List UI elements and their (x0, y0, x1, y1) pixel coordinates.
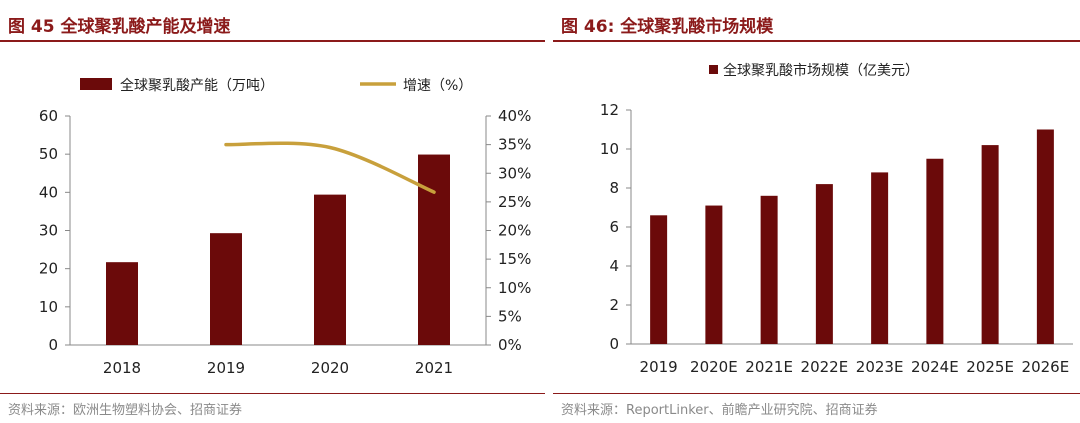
x-tick-label: 2022E (801, 358, 849, 376)
legend-label-bar: 全球聚乳酸产能（万吨） (120, 77, 274, 94)
source-rule (553, 393, 1080, 394)
x-tick-label: 2020 (311, 359, 349, 377)
figure-title: 图 45 全球聚乳酸产能及增速 (8, 17, 231, 37)
growth-line (224, 141, 436, 194)
y2-tick-label: 10% (498, 279, 531, 297)
legend-label-line: 增速（%） (403, 78, 472, 94)
y2-tick-label: 30% (498, 164, 531, 182)
y-tick-label: 8 (609, 179, 619, 197)
x-tick-label: 2019 (207, 359, 245, 377)
y2-tick-label: 25% (498, 193, 531, 211)
source-note: 资料来源：ReportLinker、前瞻产业研究院、招商证券 (561, 403, 878, 418)
x-tick-label: 2021 (415, 359, 453, 377)
x-tick-label: 2025E (966, 358, 1014, 376)
y2-tick-label: 35% (498, 136, 531, 154)
y2-tick-label: 20% (498, 222, 531, 240)
figure-title: 图 46: 全球聚乳酸市场规模 (561, 17, 774, 37)
title-rule (0, 40, 545, 42)
y2-tick-label: 5% (498, 307, 522, 325)
bar-capacity (106, 262, 138, 345)
y-tick-label: 12 (600, 101, 619, 119)
y-tick-label: 20 (39, 260, 58, 278)
legend-swatch-bar (80, 78, 112, 90)
x-tick-label: 2018 (103, 359, 141, 377)
market-size-chart: 全球聚乳酸市场规模（亿美元） 0 2 4 6 8 10 12 2019 2020E 2021E 202… (600, 62, 1073, 376)
source-note: 资料来源：欧洲生物塑料协会、招商证券 (8, 403, 243, 418)
y2-tick-label: 15% (498, 250, 531, 268)
x-tick-label: 2024E (911, 358, 959, 376)
chart-panel-market-size: 图 46: 全球聚乳酸市场规模 全球聚乳酸市场规模（亿美元） 0 2 4 6 8 10 12 2… (553, 0, 1080, 423)
bar-market-size (760, 195, 778, 344)
x-tick-label: 2026E (1022, 358, 1070, 376)
x-tick-label: 2020E (690, 358, 738, 376)
bar-market-size (871, 172, 889, 344)
legend-swatch-bar (709, 65, 718, 74)
capacity-chart: 全球聚乳酸产能（万吨） 增速（%） 0 10 20 30 40 50 60 0% 5% 10% 15% 2… (39, 77, 531, 377)
y-tick-label: 10 (39, 298, 58, 316)
y2-tick-label: 0% (498, 336, 522, 354)
y-tick-label: 10 (600, 140, 619, 158)
title-rule (553, 40, 1080, 42)
y-tick-label: 60 (39, 107, 58, 125)
bar-market-size (815, 184, 833, 344)
y-tick-label: 0 (48, 336, 58, 354)
source-rule (0, 393, 545, 394)
y2-tick-label: 40% (498, 107, 531, 125)
y-tick-label: 50 (39, 145, 58, 163)
x-tick-label: 2023E (856, 358, 904, 376)
bar-capacity (210, 233, 242, 345)
bar-market-size (981, 145, 999, 344)
y-tick-label: 40 (39, 183, 58, 201)
bar-market-size (650, 215, 668, 344)
bar-market-size (1036, 129, 1054, 344)
bar-capacity (314, 194, 346, 345)
chart-panel-capacity: 图 45 全球聚乳酸产能及增速 全球聚乳酸产能（万吨） 增速（%） 0 10 20 30 4… (0, 17, 545, 418)
legend-label-bar: 全球聚乳酸市场规模（亿美元） (723, 62, 919, 79)
x-tick-label: 2019 (640, 358, 678, 376)
y-tick-label: 4 (609, 257, 619, 275)
x-tick-label: 2021E (745, 358, 793, 376)
bar-capacity (418, 154, 450, 345)
y-tick-label: 30 (39, 222, 58, 240)
y-tick-label: 6 (609, 218, 619, 236)
y-tick-label: 2 (609, 296, 619, 314)
bar-market-size (926, 158, 944, 344)
y-tick-label: 0 (609, 335, 619, 353)
bar-market-size (705, 205, 723, 344)
